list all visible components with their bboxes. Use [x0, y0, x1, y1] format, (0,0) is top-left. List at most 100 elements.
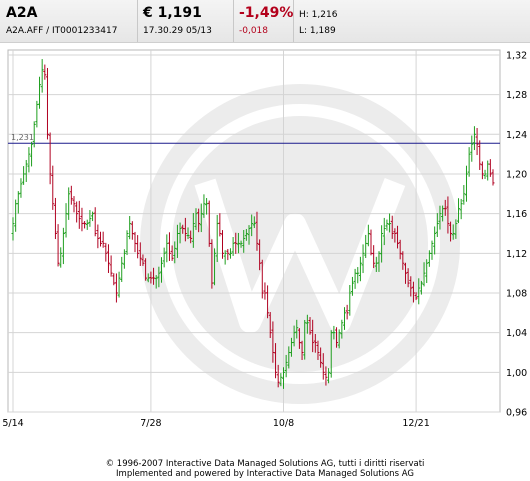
- ohlc-bar: [226, 248, 230, 261]
- ohlc-bar: [221, 230, 225, 259]
- ohlc-bar: [332, 325, 336, 340]
- ohlc-bar: [99, 231, 103, 247]
- ohlc-bar: [106, 244, 110, 273]
- ohlc-bar: [136, 235, 140, 259]
- ohlc-bar: [358, 256, 362, 282]
- footer: © 1996-2007 Interactive Data Managed Sol…: [0, 459, 530, 479]
- ohlc-bar: [279, 373, 283, 387]
- price-cell: € 1,191 17.30.29 05/13: [137, 0, 233, 42]
- change-absolute: -0,018: [239, 26, 269, 36]
- ohlc-bar: [446, 196, 450, 234]
- ohlc-bar: [40, 59, 44, 93]
- ohlc-bar: [231, 237, 235, 256]
- ohlc-bar: [88, 210, 92, 227]
- ohlc-bar: [443, 199, 447, 216]
- day-low: L: 1,189: [299, 26, 336, 36]
- ohlc-bar: [154, 275, 158, 289]
- quote-header: A2A A2A.AFF / IT0001233417 € 1,191 17.30…: [0, 0, 530, 43]
- ohlc-bar: [385, 219, 389, 231]
- ohlc-bar: [186, 227, 190, 240]
- ohlc-bar: [160, 257, 164, 283]
- ohlc-bar: [53, 197, 57, 240]
- ohlc-bar: [403, 262, 407, 284]
- ohlc-bar: [16, 191, 20, 214]
- ohlc-bar: [24, 159, 28, 182]
- ohlc-bar: [478, 140, 482, 170]
- ohlc-bar: [390, 215, 394, 239]
- ohlc-bar: [475, 128, 479, 156]
- ohlc-bar: [398, 239, 402, 260]
- ohlc-bar: [101, 231, 105, 248]
- ohlc-bar: [236, 232, 240, 254]
- ohlc-bar: [59, 247, 63, 268]
- ohlc-bar: [250, 214, 254, 237]
- ohlc-bar: [470, 135, 474, 162]
- ohlc-bar: [396, 225, 400, 249]
- change-percent: -1,49%: [239, 5, 294, 21]
- day-high: H: 1,216: [299, 10, 338, 20]
- ohlc-bar: [255, 211, 259, 251]
- ohlc-bar: [430, 240, 434, 260]
- ohlc-bar: [109, 255, 113, 277]
- change-cell: -1,49% -0,018: [233, 0, 293, 42]
- ohlc-bar: [438, 205, 442, 230]
- ohlc-bar: [316, 340, 320, 360]
- ohlc-bar: [128, 216, 132, 240]
- ohlc-bar: [32, 121, 36, 148]
- symbol-cell: A2A A2A.AFF / IT0001233417: [0, 0, 137, 42]
- y-tick-label: 1,20: [506, 169, 527, 180]
- ohlc-bar: [276, 364, 280, 388]
- ohlc-bar: [319, 347, 323, 368]
- y-tick-label: 1,32: [506, 50, 527, 61]
- ohlc-bar: [361, 244, 365, 274]
- ohlc-bar: [308, 317, 312, 335]
- ohlc-bar: [162, 247, 166, 268]
- ohlc-bar: [462, 185, 466, 205]
- ohlc-bar: [422, 262, 426, 287]
- ohlc-bar: [218, 213, 222, 237]
- ohlc-bar: [491, 169, 495, 186]
- ohlc-bar: [141, 254, 145, 266]
- ohlc-bar: [335, 327, 339, 348]
- ohlc-bar: [189, 230, 193, 244]
- price-timestamp: 17.30.29 05/13: [143, 26, 212, 36]
- ohlc-bar: [122, 249, 126, 269]
- ohlc-bar: [178, 222, 182, 244]
- ohlc-bar: [435, 213, 439, 238]
- ohlc-bar: [454, 219, 458, 239]
- ohlc-bar: [199, 203, 203, 233]
- ohlc-bar: [173, 241, 177, 264]
- ohlc-bar: [72, 196, 76, 213]
- ohlc-bar: [67, 187, 71, 220]
- symbol: A2A: [6, 5, 38, 21]
- ohlc-bar: [356, 267, 360, 284]
- watermark-logo-mark: [194, 177, 406, 333]
- ohlc-bar: [91, 211, 95, 222]
- ohlc-bar: [266, 285, 270, 319]
- ohlc-bar: [83, 221, 87, 229]
- ohlc-bar: [69, 185, 73, 205]
- ohlc-bar: [464, 165, 468, 202]
- ohlc-bar: [167, 232, 171, 261]
- ohlc-bar: [459, 198, 463, 220]
- ohlc-bar: [411, 281, 415, 303]
- ohlc-bar: [268, 312, 272, 339]
- ohlc-bar: [419, 280, 423, 295]
- ohlc-bar: [19, 178, 23, 198]
- y-tick-label: 1,16: [506, 209, 527, 220]
- ohlc-bar: [472, 126, 476, 151]
- ohlc-bar: [30, 141, 34, 167]
- y-tick-label: 1,00: [506, 368, 527, 379]
- ohlc-bar: [311, 319, 315, 353]
- ohlc-bar: [281, 367, 285, 389]
- chart-svg: 1,32 1,28 1,24 1,20 1,16 1,12 1,08 1,04 1,00 0,96…: [2, 49, 527, 429]
- range-cell: H: 1,216 L: 1,189: [293, 0, 530, 42]
- ohlc-bar: [85, 219, 89, 230]
- ohlc-bar: [96, 224, 100, 249]
- ohlc-bar: [372, 245, 376, 269]
- ohlc-bar: [366, 224, 370, 247]
- ohlc-bar: [157, 266, 161, 288]
- ohlc-bar: [239, 240, 243, 248]
- ohlc-bar: [433, 226, 437, 255]
- ohlc-bar: [48, 132, 52, 185]
